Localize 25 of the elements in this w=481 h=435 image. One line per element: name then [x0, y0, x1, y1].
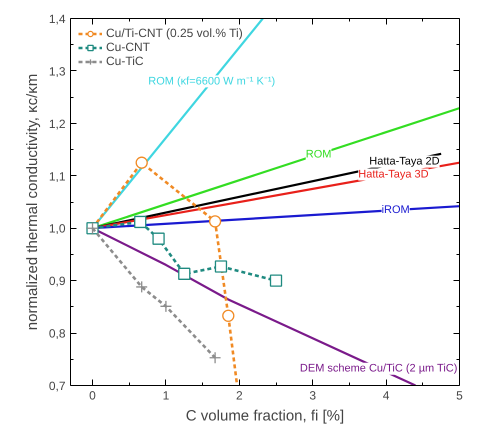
- y-tick-label: 1,2: [48, 116, 66, 131]
- legend-label: Cu/Ti-CNT (0.25 vol.% Ti): [106, 26, 243, 40]
- legend-label: Cu-TiC: [106, 54, 144, 68]
- x-tick-label: 5: [456, 388, 464, 402]
- x-tick-label: 0: [89, 388, 96, 402]
- y-tick-label: 0,8: [48, 326, 66, 341]
- y-tick-label: 1,0: [48, 222, 66, 236]
- y-tick-label: 1,4: [48, 12, 66, 26]
- annotation: Hatta-Taya 3D: [358, 168, 429, 180]
- x-tick-label: 3: [309, 388, 316, 402]
- x-axis-title: C volume fraction, fi [%]: [186, 408, 344, 424]
- x-tick-label: 2: [236, 388, 243, 402]
- x-tick-label: 4: [382, 388, 390, 402]
- annotation: ROM (κf=6600 W m⁻¹ K⁻¹): [148, 75, 276, 88]
- annotation: Hatta-Taya 2D: [369, 156, 440, 168]
- y-axis-title: normalized thermal conductivity, κc/κm: [24, 74, 41, 330]
- annotation: ROM: [306, 148, 332, 160]
- annotation: DEM scheme Cu/TiC (2 µm TiC): [300, 362, 458, 375]
- y-tick-label: 0,9: [48, 274, 66, 288]
- y-tick-label: 0,7: [48, 379, 66, 393]
- legend-label: Cu-CNT: [106, 40, 150, 54]
- y-tick-label: 1,3: [48, 64, 66, 78]
- x-tick-label: 1: [162, 388, 170, 402]
- y-tick-label: 1,1: [48, 169, 66, 184]
- annotation: iROM: [382, 204, 410, 216]
